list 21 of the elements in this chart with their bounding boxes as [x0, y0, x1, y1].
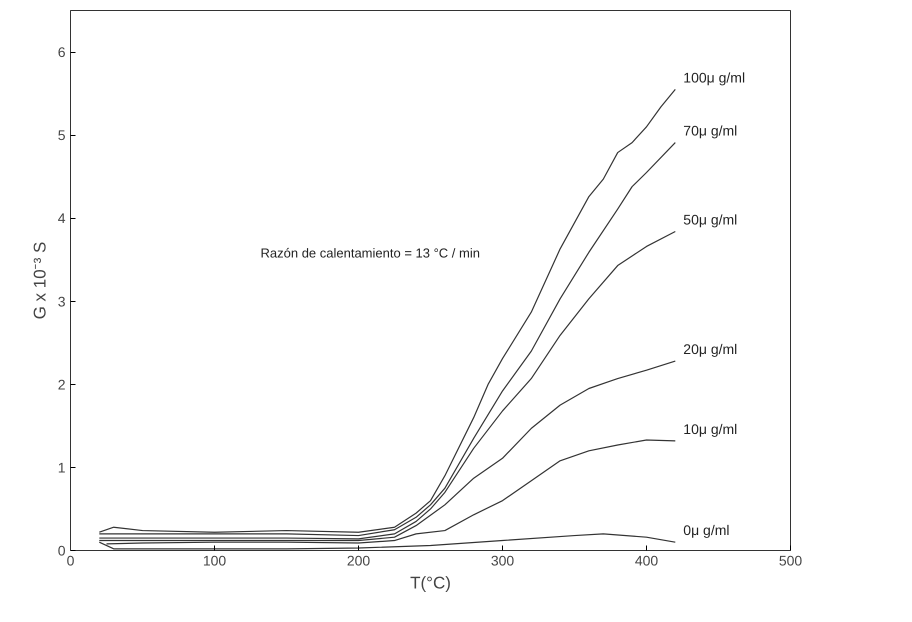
x-tick-label: 400 — [634, 552, 658, 568]
y-tick-label: 5 — [58, 127, 66, 144]
x-axis-title: T(°C) — [410, 574, 451, 592]
y-axis-title: G x 10⁻³ S — [30, 242, 50, 320]
x-tick-label: 100 — [202, 552, 226, 568]
y-tick-label: 1 — [58, 459, 66, 476]
y-tick-label: 2 — [58, 376, 66, 392]
y-tick-label: 0 — [58, 542, 66, 558]
series-label: 10μ g/ml — [683, 420, 738, 437]
y-tick-label: 4 — [58, 210, 66, 226]
series-label: 70μ g/ml — [683, 122, 738, 139]
y-tick-label: 6 — [58, 44, 66, 60]
series-label: 50μ g/ml — [683, 211, 738, 228]
x-tick-label: 300 — [490, 552, 514, 568]
series-label: 100μ g/ml — [683, 69, 746, 86]
y-tick-label: 3 — [58, 293, 66, 310]
series-label: 0μ g/ml — [683, 522, 730, 538]
x-tick-label: 200 — [346, 552, 370, 568]
annotation: Razón de calentamiento = 13 °C / min — [260, 246, 480, 260]
x-tick-label: 500 — [778, 552, 802, 568]
series-label: 20μ g/ml — [683, 341, 738, 358]
